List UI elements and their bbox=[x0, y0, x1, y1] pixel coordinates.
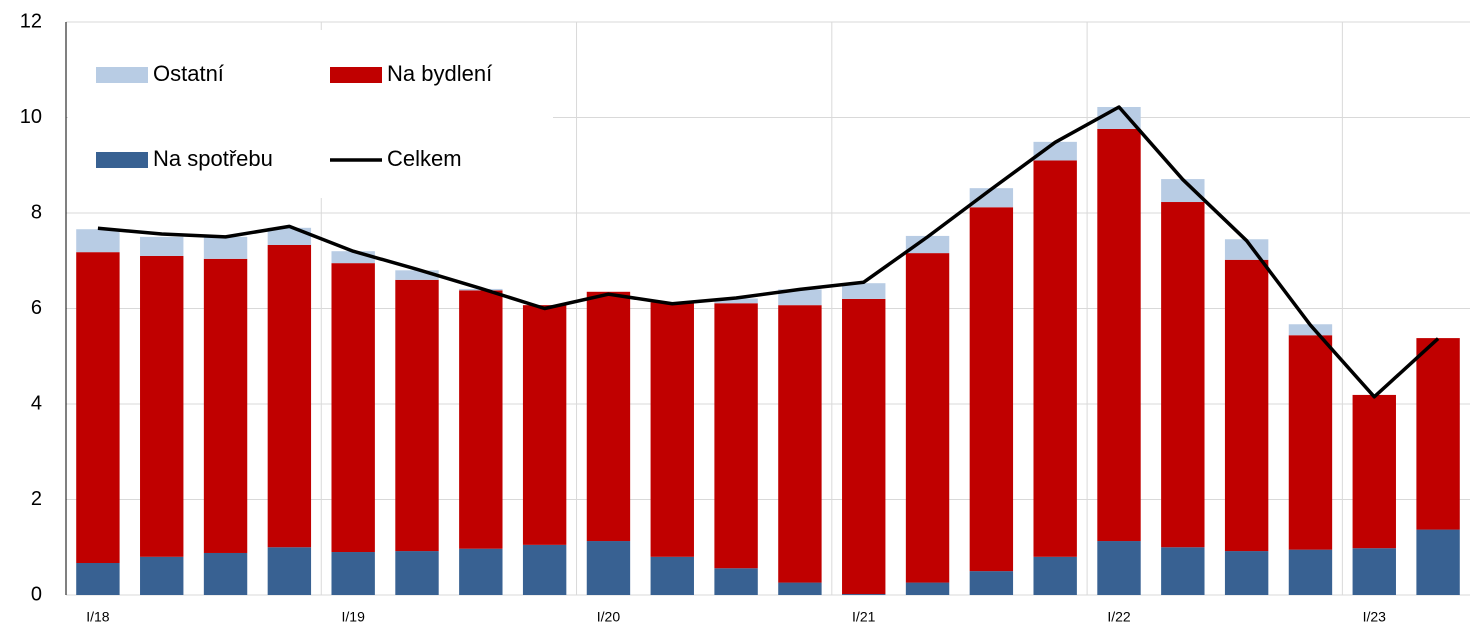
bar-segment bbox=[395, 279, 439, 552]
bar-segment bbox=[1288, 549, 1333, 595]
bar-segment bbox=[650, 556, 694, 595]
bar-segment bbox=[1288, 335, 1333, 550]
bar-segment bbox=[1161, 179, 1205, 203]
bar-segment bbox=[650, 302, 694, 557]
bar-segment bbox=[522, 305, 567, 545]
y-tick-label: 10 bbox=[20, 106, 42, 128]
bar-segment bbox=[203, 236, 248, 259]
bar-segment bbox=[140, 236, 184, 256]
bar-segment bbox=[778, 289, 822, 306]
bar-segment bbox=[1416, 529, 1460, 595]
y-tick-label: 2 bbox=[31, 488, 42, 510]
bar-segment bbox=[714, 298, 758, 304]
x-tick-label: I/21 bbox=[852, 609, 876, 625]
y-tick-label: 12 bbox=[20, 10, 42, 32]
x-tick-label: I/20 bbox=[597, 609, 621, 625]
y-tick-label: 0 bbox=[31, 583, 42, 605]
bar-segment bbox=[140, 255, 184, 557]
bar-segment bbox=[203, 258, 248, 553]
bar-segment bbox=[395, 551, 439, 595]
legend-label: Celkem bbox=[387, 146, 462, 171]
bar-segment bbox=[76, 563, 120, 595]
bar-segment bbox=[842, 594, 886, 595]
bar-segment bbox=[778, 582, 822, 595]
bar-segment bbox=[1288, 324, 1333, 336]
bar-segment bbox=[459, 290, 503, 549]
bar-segment bbox=[586, 541, 631, 595]
bar-segment bbox=[140, 556, 184, 595]
bar-segment bbox=[1097, 128, 1141, 542]
bar-segment bbox=[778, 305, 822, 583]
bar-segment bbox=[395, 270, 439, 280]
bar-segment bbox=[1352, 548, 1396, 595]
bar-segment bbox=[969, 188, 1014, 208]
bar-segment bbox=[1161, 202, 1205, 548]
bar-segment bbox=[331, 251, 375, 264]
bar-segment bbox=[969, 207, 1014, 572]
bar-segment bbox=[1224, 551, 1269, 595]
bar-segment bbox=[905, 253, 950, 583]
bar-segment bbox=[586, 291, 631, 542]
bar-segment bbox=[1033, 556, 1077, 595]
x-tick-label: I/23 bbox=[1363, 609, 1387, 625]
y-tick-label: 4 bbox=[31, 392, 42, 414]
bar-segment bbox=[76, 252, 120, 564]
legend-label: Na bydlení bbox=[387, 61, 492, 86]
bar-segment bbox=[267, 244, 312, 548]
bar-segment bbox=[1224, 259, 1269, 552]
bar-segment bbox=[905, 235, 950, 254]
line bbox=[97, 105, 1440, 399]
bar-segment bbox=[1033, 160, 1077, 557]
bar-segment bbox=[1416, 338, 1460, 530]
bar-segment bbox=[714, 568, 758, 595]
bar-segment bbox=[331, 263, 375, 553]
legend-swatch bbox=[330, 67, 382, 83]
legend-label: Ostatní bbox=[153, 61, 224, 86]
bar-segment bbox=[331, 552, 375, 595]
bar-segment bbox=[522, 544, 567, 595]
bar-segment bbox=[842, 298, 886, 595]
bar-segment bbox=[203, 552, 248, 595]
bar-segment bbox=[969, 571, 1014, 595]
legend-label: Na spotřebu bbox=[153, 146, 273, 171]
bar-segment bbox=[905, 582, 950, 595]
bar-segment bbox=[267, 547, 312, 595]
legend-swatch bbox=[96, 67, 148, 83]
x-tick-label: I/18 bbox=[86, 609, 110, 625]
bar-segment bbox=[76, 229, 120, 253]
y-tick-label: 6 bbox=[31, 297, 42, 319]
legend-box bbox=[68, 30, 553, 198]
legend-swatch bbox=[96, 152, 148, 168]
y-tick-label: 8 bbox=[31, 201, 42, 223]
x-tick-label: I/22 bbox=[1107, 609, 1131, 625]
bar-segment bbox=[714, 303, 758, 569]
bar-segment bbox=[1161, 547, 1205, 595]
bar-segment bbox=[459, 548, 503, 595]
bar-segment bbox=[1352, 394, 1396, 549]
x-tick-label: I/19 bbox=[342, 609, 366, 625]
bar-segment bbox=[1097, 541, 1141, 595]
bar-segment bbox=[842, 283, 886, 299]
bar-segment bbox=[1033, 141, 1077, 161]
